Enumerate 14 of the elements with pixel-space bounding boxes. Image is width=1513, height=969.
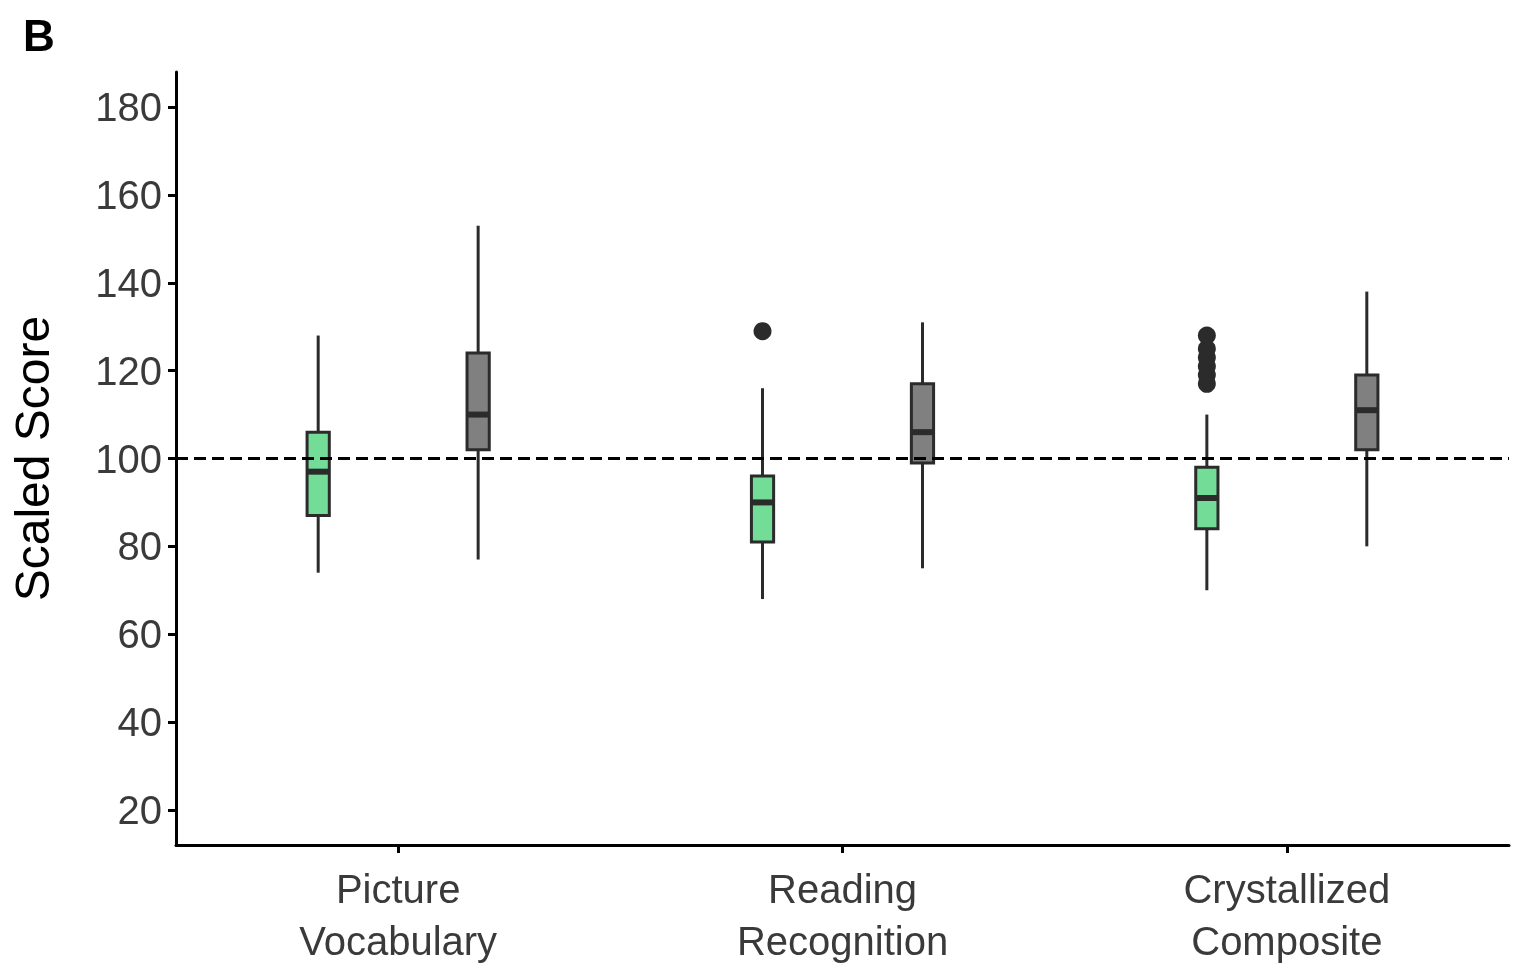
y-tick-label: 180 bbox=[95, 85, 162, 130]
x-tick-label: Crystallized Composite bbox=[1183, 867, 1391, 963]
y-axis-title: Scaled Score bbox=[5, 315, 59, 602]
y-tick-label: 40 bbox=[117, 700, 162, 745]
y-tick-label: 120 bbox=[95, 348, 162, 393]
chart-title: B bbox=[23, 10, 55, 60]
y-tick-label: 100 bbox=[95, 436, 162, 481]
y-tick-label: 60 bbox=[117, 612, 162, 657]
y-tick-label: 20 bbox=[117, 787, 162, 832]
x-tick-label: Reading Recognition bbox=[736, 867, 949, 963]
y-tick-label: 80 bbox=[117, 524, 162, 569]
x-tick-label: Picture Vocabulary bbox=[299, 867, 498, 963]
y-tick-label: 160 bbox=[95, 172, 162, 217]
y-tick-label: 140 bbox=[95, 260, 162, 305]
